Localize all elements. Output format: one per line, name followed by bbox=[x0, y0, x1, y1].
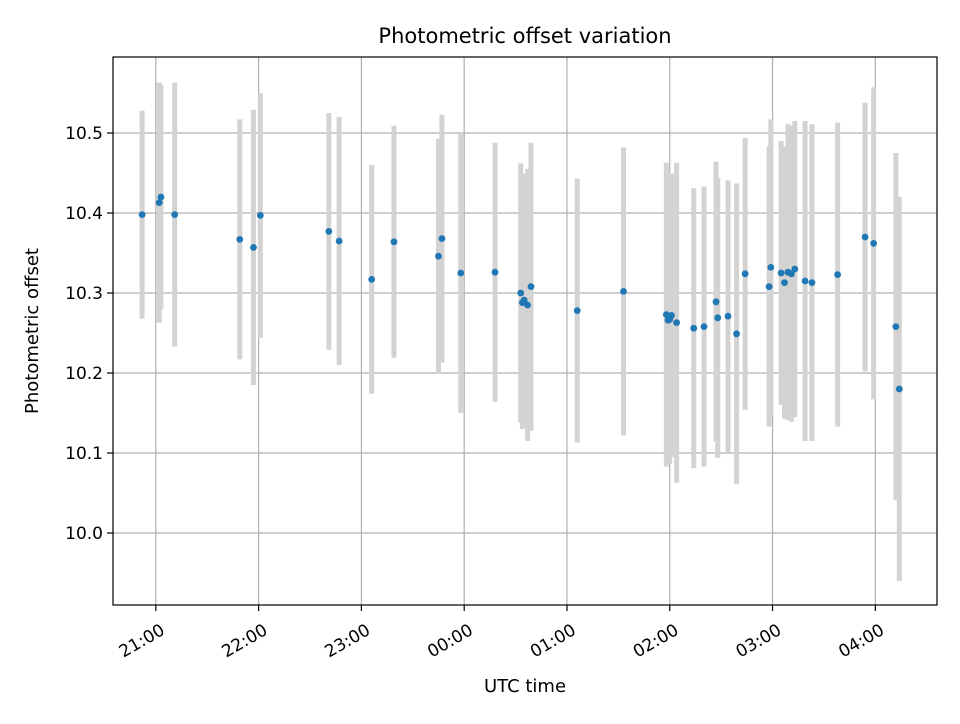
data-point bbox=[741, 270, 749, 278]
data-point bbox=[256, 212, 264, 219]
data-point bbox=[390, 238, 398, 246]
data-point bbox=[781, 279, 788, 286]
data-point bbox=[791, 265, 799, 273]
data-point bbox=[700, 323, 708, 330]
y-tick-label: 10.3 bbox=[65, 284, 103, 304]
data-point bbox=[714, 314, 722, 322]
data-point bbox=[767, 264, 775, 271]
data-point bbox=[335, 237, 343, 245]
data-point bbox=[435, 252, 442, 260]
data-point bbox=[157, 193, 165, 201]
data-point bbox=[438, 235, 446, 243]
y-axis-label: Photometric offset bbox=[22, 248, 43, 414]
y-tick-label: 10.2 bbox=[65, 364, 103, 384]
data-point bbox=[733, 330, 740, 338]
data-point bbox=[236, 236, 244, 243]
data-point bbox=[138, 211, 146, 219]
data-point bbox=[765, 283, 773, 290]
plot-frame bbox=[112, 56, 938, 606]
chart-title: Photometric offset variation bbox=[378, 24, 671, 48]
data-point bbox=[712, 298, 720, 306]
data-point bbox=[573, 307, 581, 314]
y-tick-label: 10.0 bbox=[65, 524, 103, 544]
data-point bbox=[155, 199, 163, 207]
data-point bbox=[527, 283, 535, 290]
data-point bbox=[517, 289, 525, 297]
data-point bbox=[662, 311, 670, 318]
y-tick-layer: 10.0 10.1 10.2 10.3 10.4 10.5 bbox=[65, 124, 113, 544]
data-point bbox=[777, 269, 785, 277]
data-point bbox=[801, 277, 809, 285]
x-axis-label: UTC time bbox=[484, 676, 566, 697]
data-point bbox=[808, 279, 816, 286]
data-point bbox=[325, 228, 333, 235]
y-tick-label: 10.1 bbox=[65, 444, 103, 464]
data-point bbox=[250, 244, 257, 251]
y-tick-label: 10.5 bbox=[65, 124, 103, 144]
data-point bbox=[491, 268, 499, 276]
data-point bbox=[520, 296, 528, 304]
data-point bbox=[724, 312, 732, 320]
data-point bbox=[690, 324, 698, 332]
data-point bbox=[892, 323, 900, 330]
data-point bbox=[787, 270, 795, 278]
data-point bbox=[861, 233, 869, 241]
data-point bbox=[673, 319, 681, 326]
data-point bbox=[870, 240, 878, 247]
data-point bbox=[620, 288, 627, 295]
data-point bbox=[895, 385, 903, 393]
data-point bbox=[171, 211, 179, 219]
data-point bbox=[668, 312, 675, 319]
data-point bbox=[524, 301, 531, 309]
data-point bbox=[368, 276, 376, 283]
data-point bbox=[834, 271, 842, 278]
data-point-layer bbox=[138, 193, 903, 393]
y-tick-label: 10.4 bbox=[65, 204, 103, 224]
data-point bbox=[457, 269, 465, 277]
